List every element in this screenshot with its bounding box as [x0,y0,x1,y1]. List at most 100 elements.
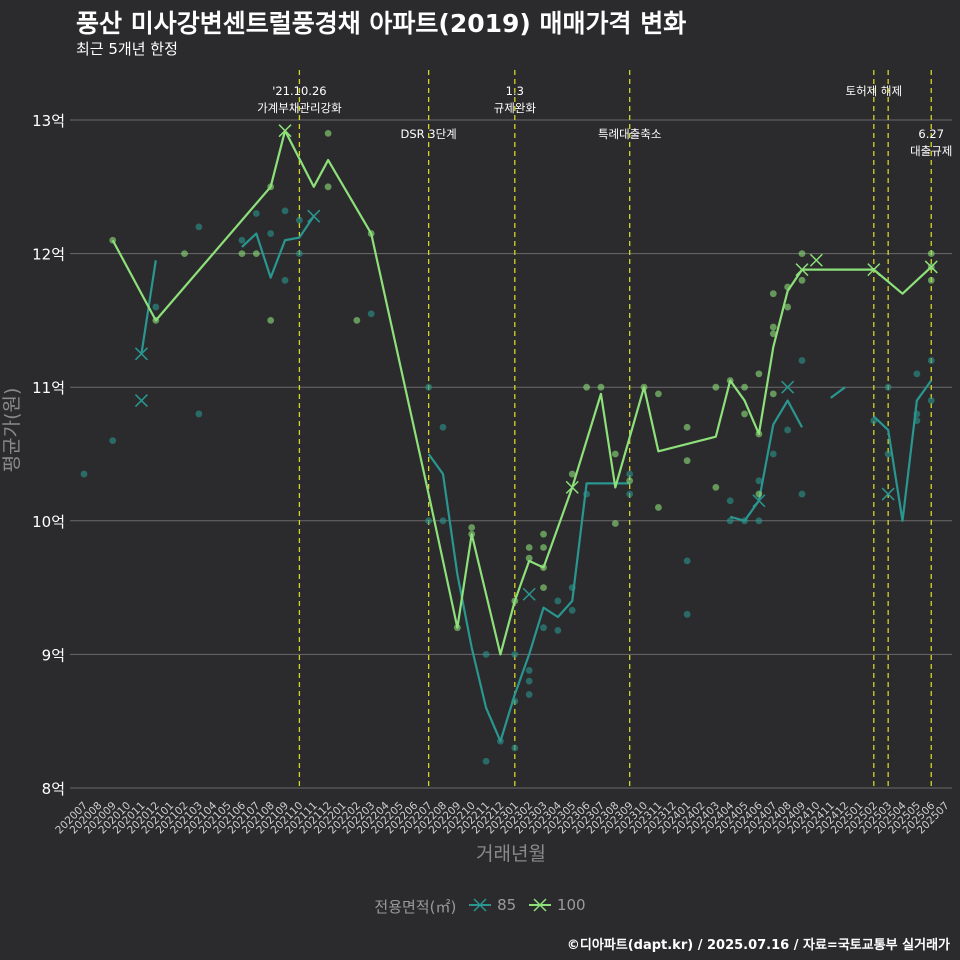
data-point [238,250,246,257]
legend-key-100 [528,898,551,912]
cross-stroke [134,347,148,361]
data-point [439,423,447,431]
data-point [798,250,806,257]
cross-marker [795,263,809,277]
data-point [195,410,203,418]
series-line [830,386,846,399]
cross-stroke [795,263,809,277]
data-point [109,437,117,445]
cross-marker [809,253,823,267]
data-point [726,517,734,525]
event-label: '21.10.26 [272,84,326,98]
data-point [425,517,433,525]
event-label: 1.3 [506,84,524,98]
y-tick-label: 9억 [42,646,65,664]
data-point [597,383,605,391]
data-point [798,276,806,284]
data-point [755,370,763,378]
data-point [626,477,634,485]
y-tick-label: 13억 [32,112,65,130]
data-point [324,183,332,191]
data-point [683,423,691,431]
data-point [769,390,777,398]
data-point [152,303,160,311]
data-point [583,383,590,391]
data-point [655,504,662,511]
data-point [324,129,332,137]
cross-marker [781,380,795,394]
data-point [611,450,619,458]
cross-stroke [565,480,579,494]
cross-stroke [867,263,881,277]
data-point [798,490,806,498]
data-point [252,250,260,257]
data-point [281,207,289,215]
data-point [367,310,375,318]
cross-stroke [278,124,292,138]
cross-stroke [881,487,895,501]
cross-marker [307,209,321,223]
cross-stroke [307,209,321,223]
data-point [525,691,533,698]
data-point [296,250,303,257]
event-label: 6.27 [918,127,944,141]
data-point [611,520,619,527]
data-point [927,357,935,364]
data-point [913,370,921,378]
event-label: 가계부채관리강화 [257,101,342,115]
data-point [267,230,275,237]
data-point [238,236,246,244]
data-point [755,517,763,525]
data-point [195,223,203,231]
cross-marker [867,263,881,277]
data-point [927,250,935,257]
data-point [554,597,562,605]
x-axis-title: 거래년월 [476,843,546,865]
cross-stroke [134,394,148,408]
series-line [873,379,933,522]
cross-marker [924,260,938,274]
cross-marker [752,494,766,508]
data-point [568,470,576,478]
cross-stroke [924,260,938,274]
data-point [281,276,289,284]
series-line [111,129,932,656]
data-point [927,276,935,284]
legend-key-85 [469,898,492,912]
data-point [511,651,519,658]
data-point [798,357,806,364]
data-point [655,390,662,398]
data-point [884,383,892,391]
data-point [540,624,547,632]
data-point [554,626,562,634]
data-point [726,497,734,505]
data-point [927,397,935,404]
cross-marker [134,394,148,408]
data-point [540,544,547,551]
data-point [353,317,361,324]
y-tick-label: 12억 [32,246,65,264]
event-label: 대출규제 [910,144,952,158]
data-point [439,517,447,525]
data-point [525,554,533,562]
data-point [468,524,476,531]
data-point [525,677,533,685]
data-point [482,757,490,765]
data-point [425,383,433,391]
data-point [296,216,303,224]
cross-marker [522,587,536,601]
cross-stroke [781,380,795,394]
cross-stroke [809,253,823,267]
y-axis-title: 평균가(원) [1,388,23,473]
data-point [568,606,576,614]
cross-marker [881,487,895,501]
data-point [784,426,792,434]
data-point [482,651,490,658]
data-point [683,610,691,618]
cross-marker [565,480,579,494]
data-point [511,744,519,752]
y-tick-label: 11억 [32,379,65,397]
legend-item-100: 100 [528,896,586,914]
data-point [626,490,634,498]
legend-title: 전용면적(㎡) [374,898,457,916]
